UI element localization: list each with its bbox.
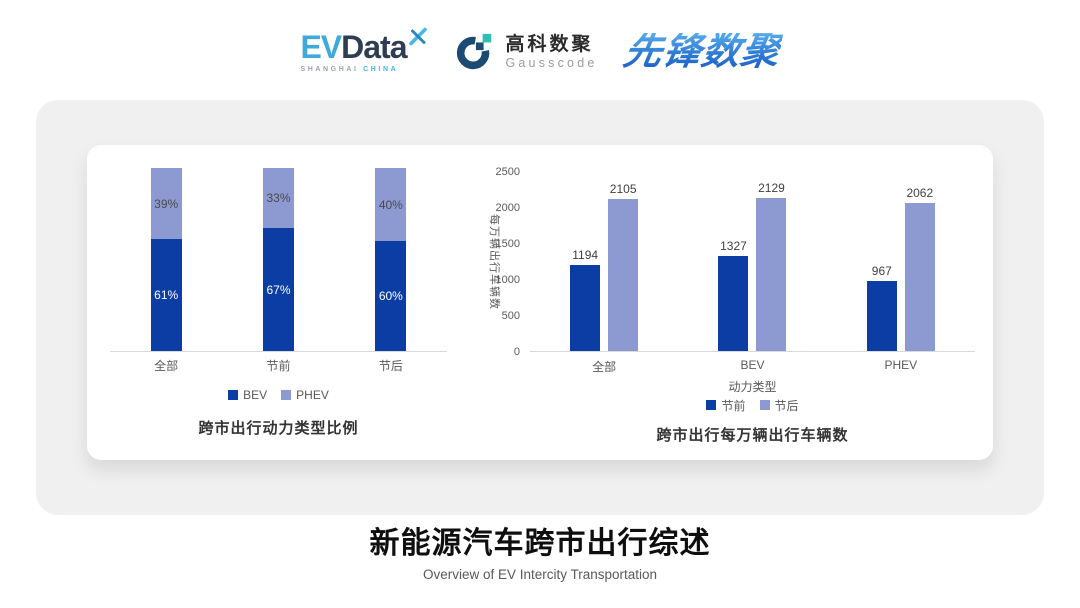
bar-group: 1194 2105 xyxy=(570,182,639,351)
grouped-bar xyxy=(866,281,897,351)
power-type-ratio-chart: 39% 61% 33% 67% 40% 60% 全部 节前 节后 BEV PHEV 跨市出行动力… xyxy=(110,168,447,440)
phev-segment: 39% xyxy=(150,168,182,240)
evdata-wordmark: EV Data xyxy=(300,27,428,65)
legend-label: BEV xyxy=(243,388,268,402)
legend-swatch xyxy=(706,400,717,410)
grouped-bar xyxy=(904,202,935,351)
grouped-bar xyxy=(756,197,787,351)
gausscode-logo: 高科数聚 Gausscode xyxy=(454,31,597,73)
evdata-china-text: CHINA xyxy=(363,66,399,73)
value-label: 1194 xyxy=(572,248,599,262)
bar-group: 1327 2129 xyxy=(718,180,787,351)
tick-label: 2000 xyxy=(495,202,520,214)
gausscode-cn-name: 高科数聚 xyxy=(505,33,594,55)
stacked-plot-area: 39% 61% 33% 67% 40% 60% xyxy=(110,168,447,352)
stacked-bar: 40% 60% xyxy=(375,168,407,351)
legend-swatch xyxy=(281,390,292,400)
stacked-bar: 39% 61% xyxy=(150,168,182,351)
grouped-chart-title: 跨市出行每万辆出行车辆数 xyxy=(656,427,849,444)
bev-segment: 67% xyxy=(262,228,294,351)
evdata-subtitle: SHANGHAI CHINA xyxy=(300,66,428,73)
legend-item: BEV xyxy=(228,388,267,402)
bar-with-label: 967 xyxy=(866,264,897,351)
bar-with-label: 1194 xyxy=(570,248,601,351)
evdata-shanghai-text: SHANGHAI xyxy=(300,66,359,73)
gausscode-text: 高科数聚 Gausscode xyxy=(505,34,597,70)
tick-label: 2500 xyxy=(495,166,520,178)
category-label: BEV xyxy=(740,358,765,372)
grouped-bar xyxy=(570,265,601,351)
legend-label: 节前 xyxy=(721,398,746,413)
tick-label: 500 xyxy=(501,310,520,322)
xianfeng-logo: 先锋数聚 xyxy=(619,31,784,73)
gausscode-mark-icon xyxy=(457,33,492,70)
phev-segment: 40% xyxy=(375,168,407,242)
grouped-bar xyxy=(718,255,749,351)
grouped-bar xyxy=(608,199,639,351)
grouped-legend: 节前 节后 xyxy=(530,397,975,414)
category-label: 全部 xyxy=(592,360,617,374)
bar-with-label: 1327 xyxy=(718,238,749,351)
bar-group: 967 2062 xyxy=(866,185,935,351)
category-label: 节前 xyxy=(266,359,291,373)
legend-swatch xyxy=(228,390,239,400)
legend-item: 节后 xyxy=(759,397,799,414)
value-label: 2129 xyxy=(758,180,785,195)
evdata-ev-text: EV xyxy=(300,29,342,65)
stacked-chart-title: 跨市出行动力类型比例 xyxy=(198,420,359,437)
bar-with-label: 2129 xyxy=(756,180,787,351)
legend-swatch xyxy=(759,400,770,410)
stacked-legend: BEV PHEV xyxy=(110,388,447,402)
bev-segment: 60% xyxy=(375,241,407,351)
value-label: 2062 xyxy=(906,185,934,200)
category-label: PHEV xyxy=(884,358,918,372)
legend-label: 节后 xyxy=(774,398,799,413)
bev-segment: 61% xyxy=(150,239,182,351)
phev-segment: 33% xyxy=(262,168,294,229)
tick-label: 1000 xyxy=(495,274,520,286)
trip-count-chart: 每万辆出行车辆数 0 500 1000 1500 2000 2500 1194 2105 13… xyxy=(487,166,975,447)
grouped-category-axis: 全部 BEV PHEV xyxy=(530,358,975,374)
bar-with-label: 2062 xyxy=(904,185,935,351)
category-label: 全部 xyxy=(154,359,179,373)
page-title: 新能源汽车跨市出行综述 xyxy=(369,527,711,560)
evdata-x-icon xyxy=(409,27,428,46)
tick-label: 0 xyxy=(513,346,520,358)
footer-title-block: 新能源汽车跨市出行综述 Overview of EV Intercity Tra… xyxy=(0,524,1080,582)
category-label: 节后 xyxy=(378,359,403,373)
legend-label: PHEV xyxy=(296,388,329,402)
legend-item: 节前 xyxy=(706,397,746,414)
bar-with-label: 2105 xyxy=(608,182,639,351)
value-label: 967 xyxy=(871,264,892,279)
stacked-category-axis: 全部 节前 节后 xyxy=(110,357,447,373)
charts-panel: 39% 61% 33% 67% 40% 60% 全部 节前 节后 BEV PHEV 跨市出行动力… xyxy=(87,145,993,460)
x-axis-label: 动力类型 xyxy=(728,380,777,394)
logo-header: EV Data SHANGHAI CHINA 高科数聚 Gausscode xyxy=(0,20,1080,84)
value-label: 1327 xyxy=(720,238,747,253)
page-subtitle: Overview of EV Intercity Transportation xyxy=(422,567,658,582)
y-axis-ticks: 0 500 1000 1500 2000 2500 xyxy=(487,166,520,358)
summary-card: 39% 61% 33% 67% 40% 60% 全部 节前 节后 BEV PHEV 跨市出行动力… xyxy=(36,100,1044,515)
stacked-bar: 33% 67% xyxy=(262,168,294,351)
value-label: 2105 xyxy=(609,182,637,197)
gausscode-en-name: Gausscode xyxy=(505,55,598,70)
grouped-plot-area: 1194 2105 1327 2129 967 2062 xyxy=(530,172,975,352)
evdata-data-text: Data xyxy=(341,29,407,65)
legend-item: PHEV xyxy=(281,388,329,402)
tick-label: 1500 xyxy=(495,238,520,250)
evdata-logo: EV Data SHANGHAI CHINA xyxy=(300,27,428,73)
